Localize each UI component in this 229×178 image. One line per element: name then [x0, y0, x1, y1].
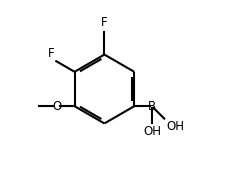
- Text: F: F: [101, 16, 107, 29]
- Text: F: F: [48, 47, 54, 60]
- Text: OH: OH: [165, 120, 183, 133]
- Text: B: B: [147, 100, 155, 113]
- Text: O: O: [52, 100, 61, 113]
- Text: OH: OH: [142, 125, 160, 138]
